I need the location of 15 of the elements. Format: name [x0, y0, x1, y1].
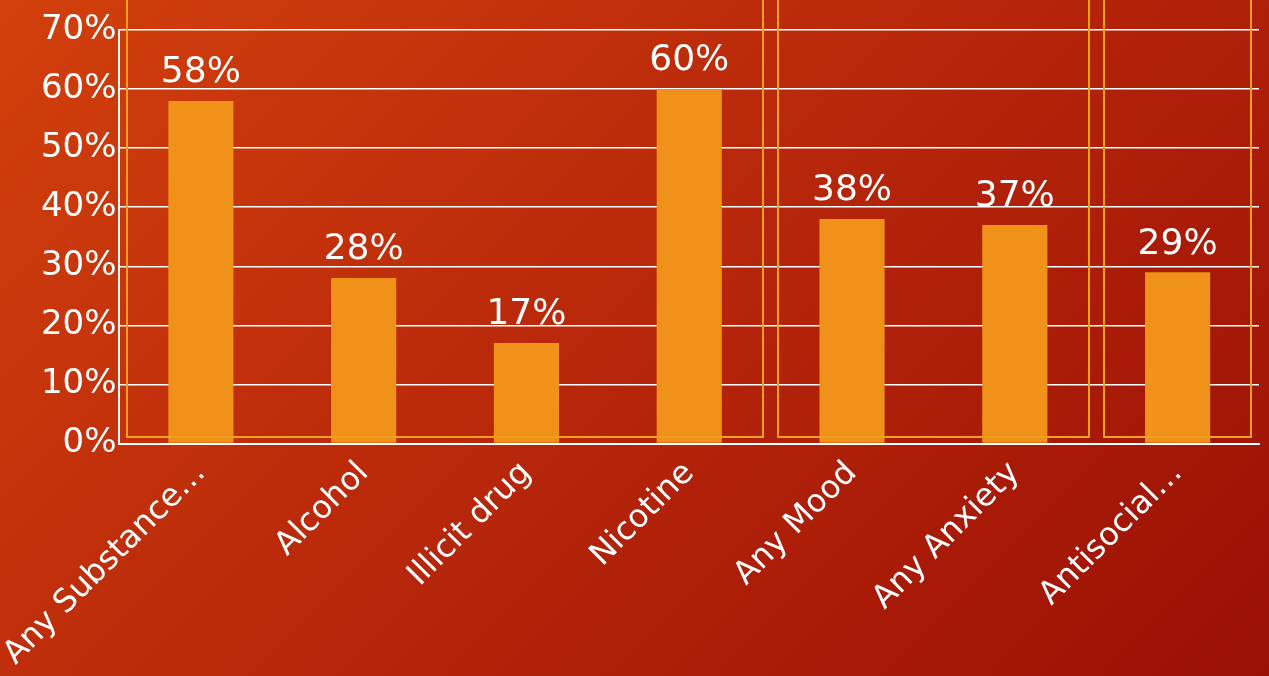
data-label: 38%	[812, 167, 893, 209]
y-tick-label: 0%	[62, 420, 117, 461]
data-label: 60%	[649, 37, 730, 79]
y-tick-label: 30%	[40, 243, 117, 284]
y-tick-label: 20%	[40, 302, 117, 343]
y-tick-label: 10%	[40, 361, 117, 402]
data-label: 58%	[160, 49, 241, 91]
y-tick-label: 50%	[40, 124, 117, 165]
y-tick-label: 40%	[40, 184, 117, 225]
data-label: 37%	[974, 173, 1055, 215]
y-tick-label: 60%	[40, 65, 117, 106]
data-label: 17%	[486, 291, 567, 333]
y-tick-label: 70%	[40, 6, 117, 47]
data-label: 29%	[1137, 220, 1218, 262]
data-label: 28%	[323, 226, 404, 268]
